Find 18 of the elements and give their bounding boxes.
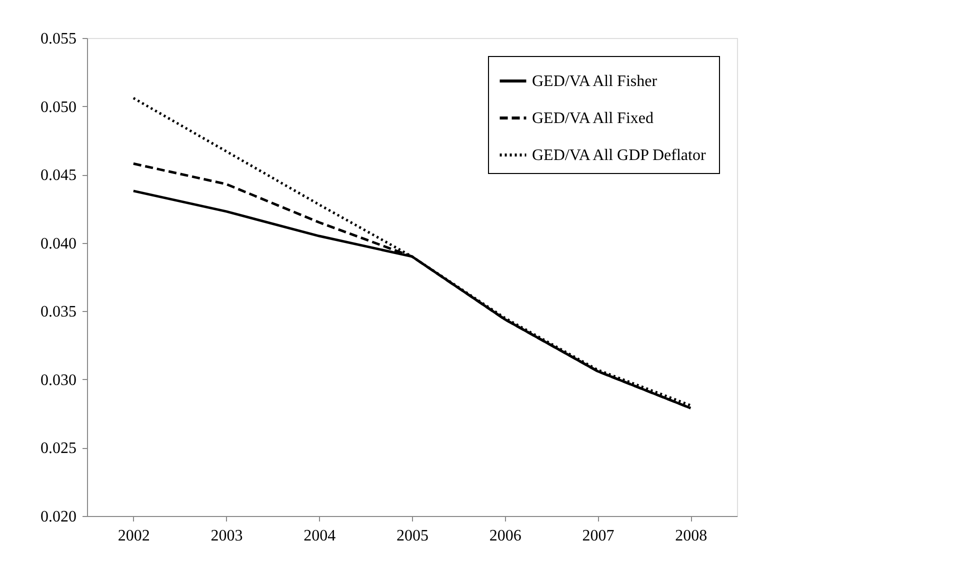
- legend-label: GED/VA All GDP Deflator: [532, 147, 706, 164]
- y-tick-label: 0.035: [40, 304, 76, 321]
- y-tick-label: 0.025: [40, 440, 76, 458]
- x-tick-label: 2005: [396, 528, 428, 544]
- y-tick-label: 0.030: [40, 372, 76, 389]
- legend-label: GED/VA All Fisher: [532, 73, 658, 90]
- y-tick-label: 0.045: [40, 167, 76, 184]
- legend-label: GED/VA All Fixed: [532, 110, 654, 127]
- y-tick-label: 0.050: [40, 98, 76, 116]
- x-tick-label: 2003: [210, 528, 243, 544]
- x-tick-label: 2007: [582, 528, 614, 544]
- y-tick-label: 0.055: [40, 30, 76, 48]
- x-tick-label: 2004: [304, 528, 336, 544]
- y-tick-label: 0.040: [40, 235, 76, 252]
- y-tick-label: 0.020: [40, 508, 76, 526]
- x-tick-label: 2008: [675, 528, 708, 544]
- x-tick-label: 2002: [118, 528, 150, 544]
- x-tick-label: 2006: [489, 528, 522, 544]
